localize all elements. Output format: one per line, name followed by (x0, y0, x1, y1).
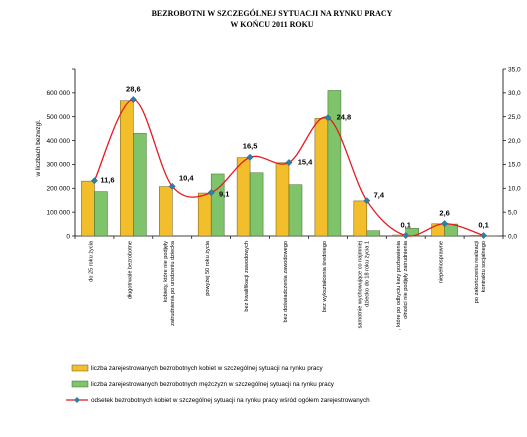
y2-tick-label: 20,0 (508, 138, 521, 145)
y2-tick-label: 30,0 (508, 90, 521, 97)
bar-men (327, 90, 342, 237)
y2-tick-label: 25,0 (508, 114, 521, 121)
chart-title-line-2: W KOŃCU 2011 ROKU (230, 19, 313, 29)
x-tick-label: bez kwalifikacji zawodowych (244, 241, 250, 312)
plot-area: 0 100 000 200 000 300 000 400 000 500 000 600 … (47, 66, 522, 330)
legend-label: odsetek bezrobotnych kobiet w szczególne… (91, 397, 370, 404)
data-label: 0,1 (478, 221, 488, 230)
y-tick-label: 0 (66, 233, 70, 240)
data-label: 10,4 (179, 173, 194, 182)
legend-swatch (71, 380, 89, 388)
bar-men (94, 191, 108, 237)
legend-swatch (71, 364, 89, 372)
bar-men (366, 230, 381, 237)
x-tick-label: samotnie wychowujące co najmniej (357, 241, 363, 328)
bar-women (81, 180, 95, 237)
x-tick-label: , które po odbyciu kary pozbawienia (396, 240, 402, 330)
y2-tick-label: 0,0 (508, 233, 517, 240)
y2-tick-label: 35,0 (508, 66, 521, 73)
line-marker (363, 197, 371, 205)
line-marker (441, 220, 449, 228)
bar-women (431, 223, 445, 237)
bar-men (288, 184, 303, 237)
bar-women (120, 100, 134, 237)
line-marker (207, 189, 215, 197)
data-label: 2,6 (439, 209, 449, 218)
line-marker (168, 182, 176, 190)
data-label: 24,8 (337, 113, 352, 122)
y-tick-label: 200 000 (47, 186, 71, 193)
bar-women (314, 118, 329, 237)
data-label: 15,4 (298, 158, 313, 167)
x-tick-label: powyżej 50 roku życia (205, 240, 211, 296)
y2-tick-label: 5,0 (508, 209, 517, 216)
x-tick-label: do 25 roku życia (88, 240, 94, 282)
line-marker (324, 114, 332, 122)
data-label: 28,6 (126, 85, 141, 94)
line-marker (285, 159, 293, 167)
bar-women (236, 157, 251, 237)
bar-women (353, 200, 368, 237)
line-marker (402, 232, 410, 240)
x-tick-label: długotrwale bezrobotne (127, 241, 133, 299)
y-tick-label: 600 000 (47, 90, 71, 97)
x-tick-label: zatrudnienia po urodzeniu dziecka (170, 240, 176, 326)
data-label: 16,5 (243, 141, 258, 150)
data-label: 7,4 (374, 191, 385, 200)
y-tick-label: 500 000 (47, 114, 71, 121)
bar-men (249, 172, 264, 237)
bar-women (159, 186, 173, 237)
line-marker (90, 177, 98, 185)
bar-men (210, 173, 225, 237)
data-label: 11,6 (100, 176, 114, 185)
chart-title-line-1: BEZROBOTNI W SZCZEGÓLNEJ SYTUACJI NA RYN… (152, 8, 393, 18)
x-tick-label: dziecko do 18 roku życia 1 (364, 241, 370, 307)
line-marker (480, 232, 488, 240)
y2-tick-label: 10,0 (508, 186, 521, 193)
x-tick-label: kobiety, które nie podjęły (163, 241, 169, 302)
x-tick-label: bez wykształcenia średniego (322, 241, 328, 312)
x-tick-label: bez doświadczenia zawodowego (283, 241, 289, 322)
y-tick-label: 300 000 (47, 162, 71, 169)
x-tick-label: po zakończeniu realizacji (474, 241, 480, 303)
x-tick-label: ołności nie podjęły zatrudnienia (403, 240, 409, 319)
legend-label: liczba zarejestrowanych bezrobotnych kob… (91, 365, 324, 372)
y-tick-label: 100 000 (47, 209, 71, 216)
bar-women (197, 192, 212, 237)
legend: liczba zarejestrowanych bezrobotnych kob… (66, 364, 370, 404)
x-tick-label: niepełnosprawne (439, 241, 445, 283)
line-marker (246, 153, 254, 161)
y2-tick-label: 15,0 (508, 162, 521, 169)
x-tick-label: kontraktu socjalnego (481, 241, 487, 292)
legend-swatch-marker (74, 397, 80, 403)
bar-men (133, 133, 147, 237)
y-tick-label: 400 000 (47, 138, 71, 145)
data-label: 9,1 (219, 190, 229, 199)
legend-label: liczba zarejestrowanych bezrobotnych męż… (91, 381, 335, 388)
bar-women (275, 162, 290, 237)
data-label: 0,1 (401, 221, 411, 230)
line-marker (129, 96, 137, 104)
y-axis-title: w liczbach bezwzgl. (35, 119, 42, 177)
